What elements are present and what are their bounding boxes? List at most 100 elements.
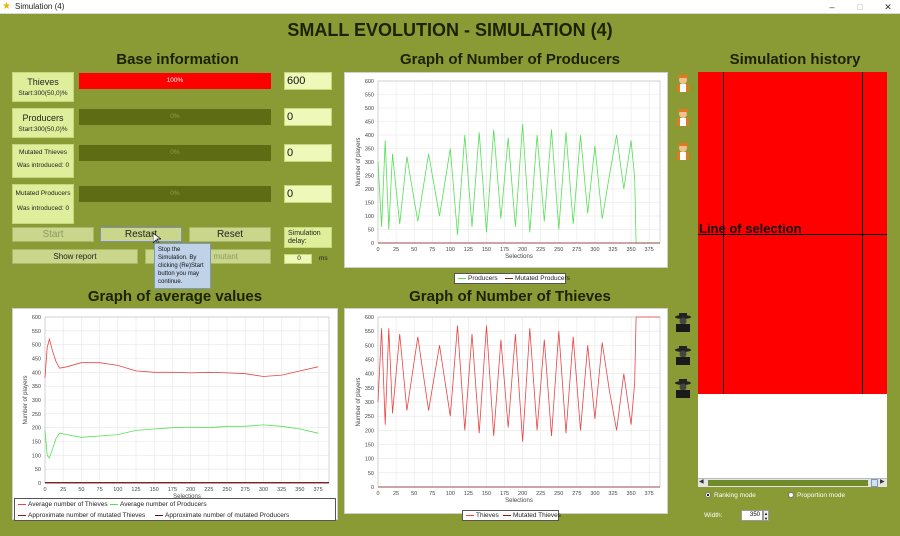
history-panel: Line of selection ◀ ▶ xyxy=(698,72,887,487)
history-fill xyxy=(698,72,887,394)
mutated-thieves-label: Mutated Thieves xyxy=(19,149,67,156)
legend-label: Average number of Thieves xyxy=(28,501,108,508)
width-spinner-input[interactable]: 350 xyxy=(741,510,763,521)
x-tick-label: 75 xyxy=(429,247,435,253)
history-title: Simulation history xyxy=(729,51,861,68)
x-tick-label: 375 xyxy=(645,247,654,253)
scroll-right-icon[interactable]: ▶ xyxy=(880,479,885,485)
x-tick-label: 100 xyxy=(446,491,455,497)
x-tick-label: 225 xyxy=(536,247,545,253)
farmer-icon xyxy=(677,109,689,126)
x-tick-label: 150 xyxy=(482,247,491,253)
legend-item: Approximate number of mutated Thieves xyxy=(18,512,145,519)
thieves-progress-text: 100% xyxy=(166,77,184,84)
restart-button[interactable]: Restart xyxy=(100,227,182,242)
proportion-mode-radio[interactable]: Proportion mode xyxy=(788,492,845,499)
x-tick-label: 50 xyxy=(411,491,417,497)
x-tick-label: 100 xyxy=(446,247,455,253)
y-tick-label: 350 xyxy=(365,386,374,392)
legend-label: Approximate number of mutated Thieves xyxy=(28,512,146,519)
x-axis-label: Selections xyxy=(505,498,533,504)
y-tick-label: 550 xyxy=(32,329,41,335)
history-scrollbar[interactable]: ◀ ▶ xyxy=(698,478,887,487)
y-tick-label: 300 xyxy=(32,398,41,404)
x-tick-label: 150 xyxy=(482,491,491,497)
thieves-chart-title: Graph of Number of Thieves xyxy=(409,288,611,305)
selection-line-label: Line of selection xyxy=(699,221,802,236)
mutated-thieves-label-box: Mutated Thieves Was introduced: 0 xyxy=(12,144,74,178)
y-tick-label: 250 xyxy=(365,174,374,180)
x-tick-label: 50 xyxy=(78,487,84,493)
y-tick-label: 600 xyxy=(365,315,374,321)
legend-label: Producers xyxy=(468,275,498,282)
x-tick-label: 375 xyxy=(313,487,322,493)
legend-item: Average number of Producers xyxy=(110,501,207,508)
width-spinner-arrows-icon[interactable]: ▲ ▼ xyxy=(763,510,769,521)
y-tick-label: 0 xyxy=(371,485,374,491)
x-tick-label: 75 xyxy=(97,487,103,493)
mutated-producers-progress-bar: 0% xyxy=(79,186,271,202)
x-tick-label: 75 xyxy=(429,491,435,497)
farmer-icon xyxy=(677,75,689,92)
x-tick-label: 250 xyxy=(222,487,231,493)
x-tick-label: 0 xyxy=(43,487,46,493)
delay-input[interactable]: 0 xyxy=(284,254,312,264)
thieves-chart-svg: 0 50 100 150 200 250 300 350 400 450 500 550 600 0 25 5… xyxy=(356,315,661,504)
radio-selected-icon[interactable] xyxy=(705,492,711,499)
scroll-grip[interactable] xyxy=(871,479,878,487)
x-tick-label: 125 xyxy=(131,487,140,493)
x-tick-label: 25 xyxy=(393,247,399,253)
x-tick-label: 125 xyxy=(464,247,473,253)
producers-chart-svg: 0 50 100 150 200 250 300 350 400 450 500 550 600 0 25 5… xyxy=(356,79,661,260)
thieves-label: Thieves xyxy=(27,77,59,87)
radio-unselected-icon[interactable] xyxy=(788,492,794,499)
y-tick-label: 300 xyxy=(365,160,374,166)
selection-line xyxy=(698,234,887,235)
legend-label: Thieves xyxy=(476,512,499,519)
y-tick-label: 0 xyxy=(371,241,374,247)
mutated-thieves-progress-text: 0% xyxy=(170,149,180,156)
x-tick-label: 325 xyxy=(608,491,617,497)
thieves-start: Start:300(50,0)% xyxy=(18,90,68,97)
thieves-label-box: Thieves Start:300(50,0)% xyxy=(12,72,74,102)
x-tick-label: 225 xyxy=(536,491,545,497)
y-tick-label: 100 xyxy=(365,214,374,220)
y-tick-label: 450 xyxy=(365,120,374,126)
legend-item: Producers xyxy=(458,275,498,282)
x-tick-label: 275 xyxy=(572,491,581,497)
x-tick-label: 175 xyxy=(168,487,177,493)
y-tick-label: 100 xyxy=(365,457,374,463)
y-tick-label: 550 xyxy=(365,93,374,99)
scroll-left-icon[interactable]: ◀ xyxy=(699,479,704,485)
legend-item: Mutated Producers xyxy=(505,275,570,282)
producers-label: Producers xyxy=(22,113,64,123)
base-info-title: Base information xyxy=(116,51,239,68)
reset-button[interactable]: Reset xyxy=(189,227,271,242)
close-button[interactable]: ✕ xyxy=(884,2,892,12)
mutated-producers-label: Mutated Producers xyxy=(15,190,71,197)
maximize-button[interactable]: □ xyxy=(857,2,863,12)
mutated-producers-count: 0 xyxy=(284,185,332,203)
minimize-button[interactable]: – xyxy=(829,2,835,12)
x-tick-label: 350 xyxy=(626,247,635,253)
thief-icon xyxy=(675,379,691,398)
show-report-button[interactable]: Show report xyxy=(12,249,138,264)
x-tick-label: 100 xyxy=(113,487,122,493)
start-button[interactable]: Start xyxy=(12,227,94,242)
legend-label: Mutated Producers xyxy=(515,275,570,282)
average-legend: Average number of Thieves Average number… xyxy=(14,498,336,521)
ranking-mode-radio[interactable]: Ranking mode xyxy=(705,492,756,499)
scroll-thumb[interactable] xyxy=(708,480,868,486)
mutated-producers-label-box: Mutated Producers Was introduced: 0 xyxy=(12,184,74,224)
legend-label: Average number of Producers xyxy=(120,501,207,508)
x-tick-label: 200 xyxy=(518,491,527,497)
thief-icon xyxy=(675,313,691,332)
legend-label: Approximate number of mutated Producers xyxy=(165,512,290,519)
proportion-mode-label: Proportion mode xyxy=(797,492,846,499)
restart-tooltip: Stop the Simulation. By clicking (Re)Sta… xyxy=(154,243,211,289)
producers-count: 0 xyxy=(284,108,332,126)
y-tick-label: 250 xyxy=(365,414,374,420)
x-tick-label: 25 xyxy=(393,491,399,497)
x-tick-label: 0 xyxy=(376,247,379,253)
y-tick-label: 450 xyxy=(365,358,374,364)
